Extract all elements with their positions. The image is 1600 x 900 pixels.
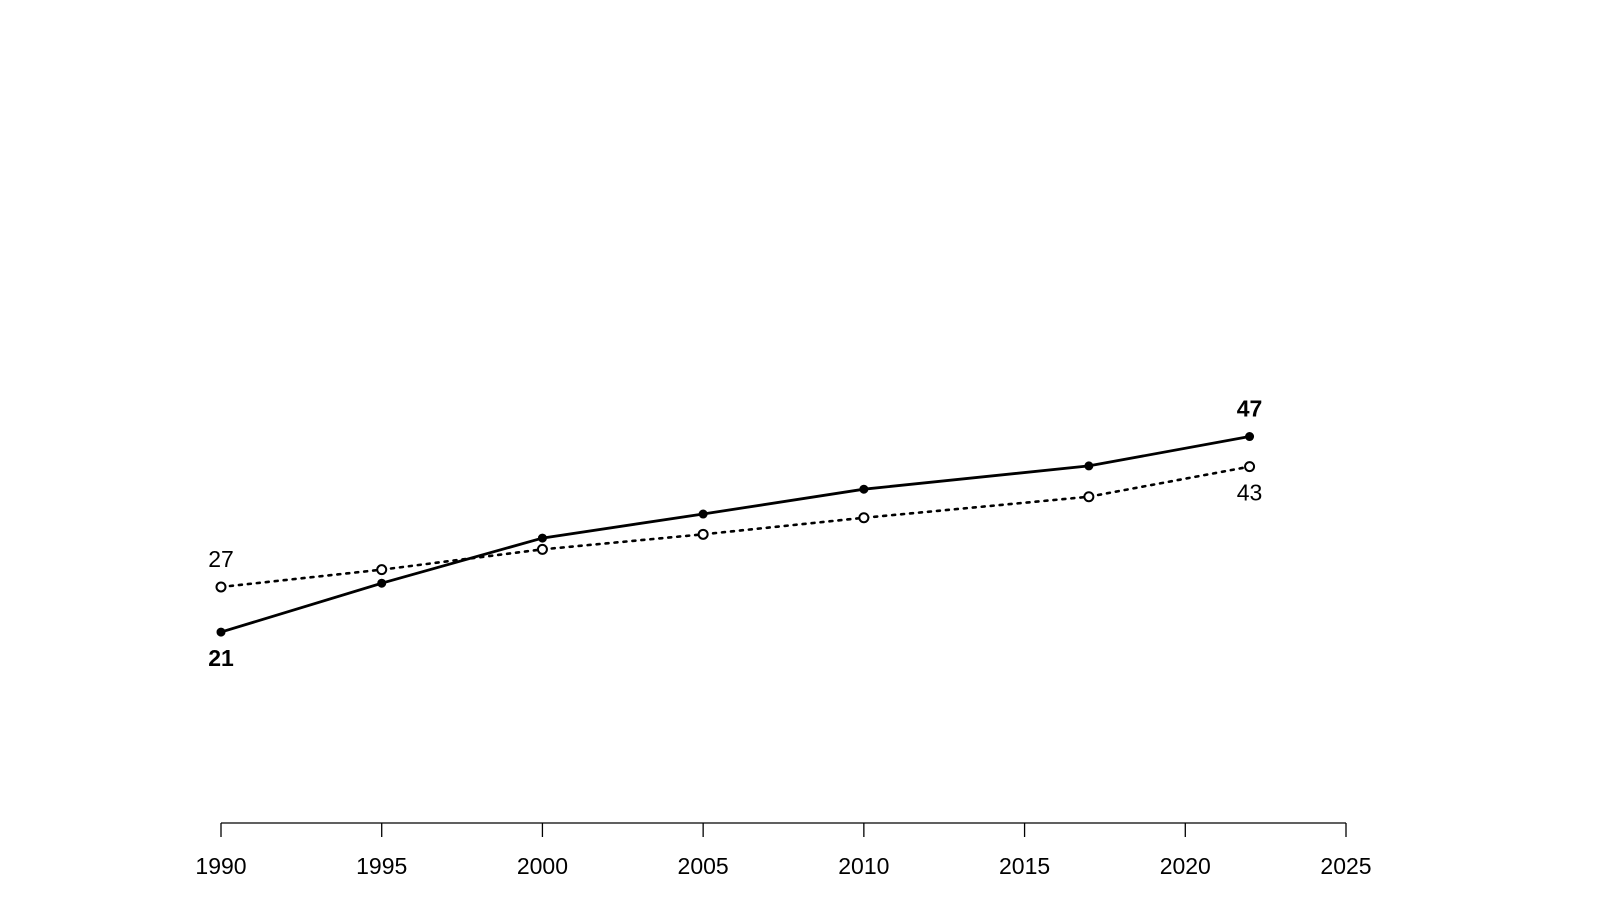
- marker: [1244, 461, 1256, 473]
- marker: [1083, 491, 1095, 503]
- data-label: 21: [208, 645, 234, 671]
- marker: [215, 581, 227, 593]
- marker: [537, 533, 547, 543]
- marker: [859, 484, 869, 494]
- marker: [536, 543, 548, 555]
- x-tick-label: 2005: [678, 853, 729, 879]
- x-tick-label: 1995: [356, 853, 407, 879]
- data-label: 43: [1237, 480, 1263, 506]
- marker: [216, 627, 226, 637]
- x-tick-label: 2020: [1160, 853, 1211, 879]
- marker: [697, 528, 709, 540]
- line: [219, 465, 1251, 589]
- x-tick-label: 2010: [838, 853, 889, 879]
- marker: [377, 578, 387, 588]
- x-tick-label: 2000: [517, 853, 568, 879]
- x-tick-label: 1990: [195, 853, 246, 879]
- marker: [1084, 461, 1094, 471]
- data-label: 27: [208, 546, 234, 572]
- data-label: 47: [1237, 396, 1263, 422]
- marker: [698, 509, 708, 519]
- marker: [858, 512, 870, 524]
- line: [219, 435, 1251, 634]
- marker: [1245, 432, 1255, 442]
- x-tick-label: 2015: [999, 853, 1050, 879]
- x-tick-label: 2025: [1320, 853, 1371, 879]
- marker: [376, 564, 388, 576]
